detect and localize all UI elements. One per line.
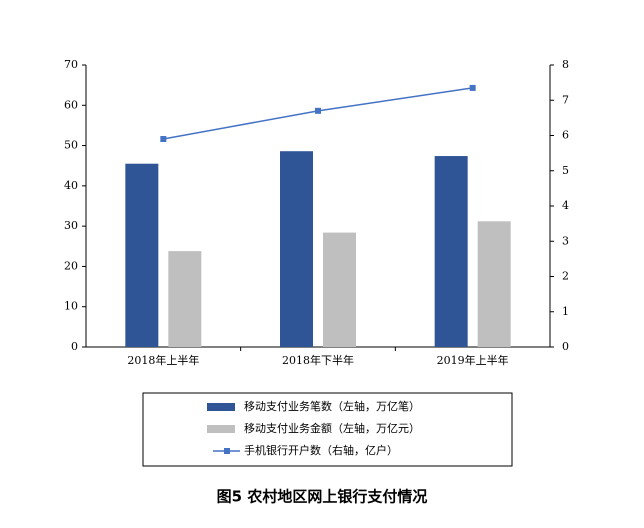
y2-tick-label: 6 (562, 129, 569, 142)
y2-tick-label: 7 (562, 93, 569, 106)
bar (477, 221, 511, 347)
bar (168, 251, 202, 347)
y-tick-label: 30 (64, 219, 78, 232)
x-tick-label: 2018年下半年 (282, 353, 354, 367)
y2-tick-label: 2 (562, 270, 569, 283)
y-tick-label: 50 (64, 139, 78, 152)
y-tick-label: 20 (64, 259, 78, 272)
y2-tick-label: 1 (562, 305, 569, 318)
line-marker (315, 107, 321, 114)
x-tick-label: 2018年上半年 (127, 353, 199, 367)
legend-swatch (207, 425, 235, 433)
y2-tick-label: 3 (562, 234, 569, 247)
legend-swatch (207, 403, 235, 411)
bar (280, 151, 313, 347)
y-tick-label: 10 (64, 300, 78, 313)
legend-label: 手机银行开户数（右轴，亿户） (244, 443, 398, 457)
chart-title: 图5 农村地区网上银行支付情况 (217, 488, 428, 506)
y-tick-label: 0 (71, 340, 78, 353)
y2-tick-label: 8 (562, 58, 569, 71)
y-tick-label: 70 (64, 58, 78, 71)
y-tick-label: 40 (64, 179, 78, 192)
legend-box (142, 392, 513, 467)
x-tick-label: 2019年上半年 (437, 353, 509, 367)
bar (323, 232, 356, 347)
legend-label: 移动支付业务笔数（左轴，万亿笔） (244, 399, 420, 413)
line-marker (160, 136, 167, 143)
legend-label: 移动支付业务金额（左轴，万亿元） (244, 421, 420, 435)
y2-tick-label: 0 (562, 340, 569, 353)
legend-swatch (224, 448, 230, 454)
y-tick-label: 60 (64, 98, 78, 111)
bar (434, 156, 468, 347)
bar (125, 163, 159, 347)
line-marker (469, 84, 476, 91)
y2-tick-label: 5 (562, 164, 569, 177)
y2-tick-label: 4 (562, 199, 569, 212)
